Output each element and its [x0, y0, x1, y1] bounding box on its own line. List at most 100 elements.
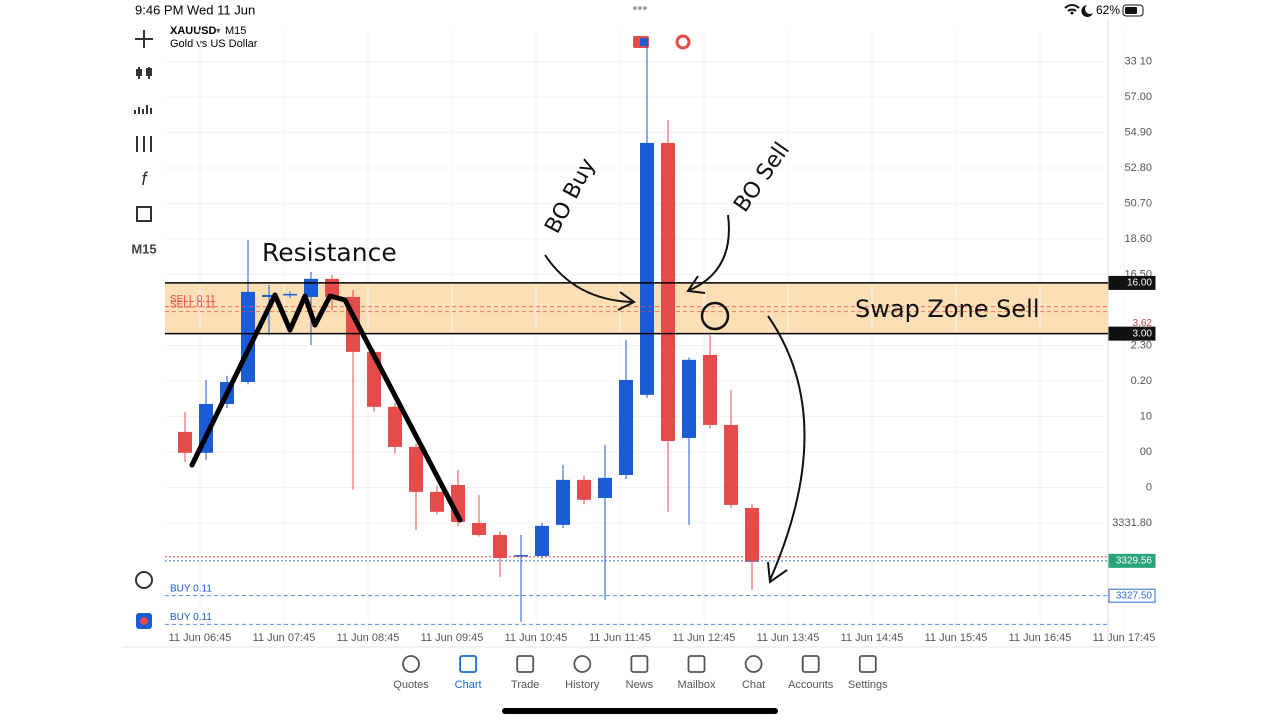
price-label: 10: [1140, 410, 1152, 422]
candle-body: [556, 479, 570, 525]
objects-tool[interactable]: [136, 206, 152, 222]
price-label: 57.00: [1124, 91, 1152, 103]
signal-icon[interactable]: [675, 34, 691, 50]
chart-type-body: [136, 69, 142, 76]
time-label: 11 Jun 08:45: [337, 632, 400, 644]
crosshair-tool[interactable]: [135, 30, 153, 48]
battery-level: [1125, 7, 1137, 14]
time-label: 11 Jun 16:45: [1009, 632, 1072, 644]
left-toolbar: f M15: [131, 30, 157, 629]
drop-arrow: [767, 315, 806, 581]
tab-icon: [858, 655, 877, 673]
price-label: 54.90: [1124, 126, 1152, 138]
price-label: 50.70: [1124, 197, 1152, 209]
header-timeframe: M15: [225, 25, 246, 37]
timeframe-button[interactable]: M15: [131, 241, 156, 256]
tab-icon: [744, 655, 763, 673]
candle-body: [535, 525, 549, 556]
tab-label: Mailbox: [678, 679, 716, 691]
time-label: 11 Jun 07:45: [253, 632, 316, 644]
tab[interactable]: Chat: [742, 655, 765, 691]
tab[interactable]: History: [565, 655, 600, 691]
dropdown-arrow[interactable]: ▾: [216, 25, 221, 35]
time-label: 11 Jun 06:45: [169, 632, 232, 644]
time-label: 11 Jun 15:45: [925, 632, 988, 644]
drop-arrowhead: [767, 561, 788, 584]
order-label[interactable]: SELL 0.11: [170, 299, 216, 310]
time-label: 11 Jun 12:45: [673, 632, 736, 644]
bo-sell-arrow: [689, 214, 730, 291]
price-badge: [1108, 588, 1156, 603]
circle-mark: [700, 301, 730, 331]
tab-icon: [516, 655, 535, 673]
one-click-icon-part: [640, 38, 648, 46]
analytics-tool[interactable]: [135, 571, 153, 589]
candle-body: [409, 446, 423, 492]
candle-body: [514, 555, 528, 557]
trend-stroke: [189, 292, 463, 523]
price-label: 33 10: [1124, 55, 1152, 67]
order-label[interactable]: BUY 0.11: [170, 612, 212, 623]
indicator-tool[interactable]: [136, 136, 152, 152]
candle-body: [703, 354, 717, 425]
tab-icon: [402, 655, 420, 673]
price-badge-label: 3.62: [1133, 318, 1153, 329]
volume-tool[interactable]: [134, 105, 152, 114]
candle-body: [598, 477, 612, 498]
tab[interactable]: Settings: [848, 655, 888, 691]
price-label: 3331.80: [1112, 517, 1152, 529]
price-label: 18.60: [1124, 233, 1152, 245]
order-label[interactable]: BUY 0.11: [170, 583, 212, 594]
time-label: 11 Jun 10:45: [505, 632, 568, 644]
tab[interactable]: Quotes: [393, 655, 429, 691]
candle-body: [430, 491, 444, 512]
symbol: XAUUSD: [170, 25, 217, 37]
bo-sell-arrowhead: [686, 275, 706, 294]
chart-header: XAUUSD ▾ M15 Gold vs US Dollar: [170, 25, 691, 50]
candle-body: [724, 424, 738, 505]
candle-body: [472, 522, 486, 535]
price-label: 00: [1140, 446, 1152, 458]
tab-icon: [630, 655, 649, 673]
price-badge: [1108, 553, 1156, 568]
wifi-icon: [1064, 4, 1080, 12]
candle-body: [388, 406, 402, 447]
candle-body: [619, 379, 633, 475]
tab[interactable]: News: [626, 655, 654, 691]
order-label[interactable]: SELL 0.11: [170, 294, 216, 305]
tab[interactable]: Mailbox: [678, 655, 716, 691]
candle-body: [640, 142, 654, 395]
dots: •••: [633, 0, 648, 16]
candle-body: [262, 294, 276, 297]
candle-body: [283, 293, 297, 296]
candle-body: [178, 431, 192, 453]
chart-type-body: [146, 68, 152, 76]
tab-icon: [801, 655, 820, 673]
tab[interactable]: Trade: [511, 655, 539, 691]
resistance-note: Resistance: [262, 238, 397, 267]
tab-icon: [459, 655, 478, 673]
candle-body: [661, 142, 675, 441]
price-badge-label: 3329.56: [1116, 555, 1153, 566]
bo-buy-arrow: [544, 254, 633, 303]
tab[interactable]: Chart: [455, 655, 482, 691]
tab-label: Settings: [848, 679, 888, 691]
time-label: 11 Jun 14:45: [841, 632, 904, 644]
price-label: 0: [1146, 481, 1152, 493]
price-label: 2.30: [1131, 339, 1152, 351]
candle-body: [682, 359, 696, 438]
moon-icon: [1081, 5, 1093, 17]
time-label: 11 Jun 11:45: [589, 632, 651, 644]
symbol-description: Gold vs US Dollar: [170, 38, 258, 50]
time-label: 11 Jun 09:45: [421, 632, 484, 644]
price-badge-label: 3.00: [1133, 328, 1153, 339]
tab-label: History: [565, 679, 600, 691]
function-tool[interactable]: f: [141, 169, 148, 189]
candle-body: [745, 507, 759, 562]
price-badge: [1108, 275, 1156, 290]
wifi-dot: [1070, 11, 1074, 15]
tab[interactable]: Accounts: [788, 655, 834, 691]
bo-buy-arrowhead: [617, 291, 636, 311]
time-label: 11 Jun 13:45: [757, 632, 820, 644]
